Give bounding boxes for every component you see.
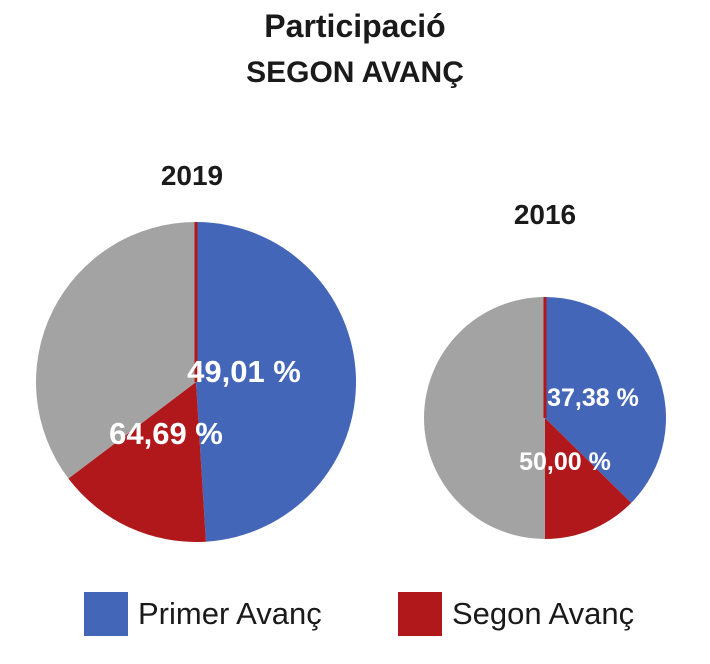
pie-data-label-2016-1: 50,00 % <box>519 448 611 476</box>
pie-slice-2019-remainder <box>35 222 196 479</box>
legend-swatch-primer-avanc <box>84 592 128 636</box>
pie-charts: 2019 49,01 % 64,69 % 2016 37,38 % 50,00 % <box>35 160 666 542</box>
legend: Primer Avanç Segon Avanç <box>0 592 710 642</box>
legend-label-primer-avanc: Primer Avanç <box>138 596 322 631</box>
legend-label-segon-avanc: Segon Avanç <box>452 596 635 631</box>
pie-slice-2016-primer-avanc <box>545 297 666 503</box>
pie-data-label-2019-1: 64,69 % <box>109 416 223 451</box>
chart-title: Participació <box>264 8 446 44</box>
pie-slice-2019-primer-avanc <box>196 222 356 542</box>
pie-slice-2016-segon-avanc <box>545 418 632 539</box>
legend-item-segon-avanc: Segon Avanç <box>398 592 634 636</box>
pie-year-label-2019: 2019 <box>161 160 223 191</box>
pie-data-label-2016-0: 37,38 % <box>547 384 639 412</box>
pie-data-label-2019-0: 49,01 % <box>187 354 301 389</box>
pie-year-label-2016: 2016 <box>514 199 576 230</box>
legend-swatch-segon-avanc <box>398 592 442 636</box>
chart-subtitle: SEGON AVANÇ <box>246 56 464 89</box>
pie-slice-2016-remainder <box>424 297 545 539</box>
pie-slice-2019-segon-avanc <box>68 382 206 542</box>
legend-item-primer-avanc: Primer Avanç <box>84 592 322 636</box>
